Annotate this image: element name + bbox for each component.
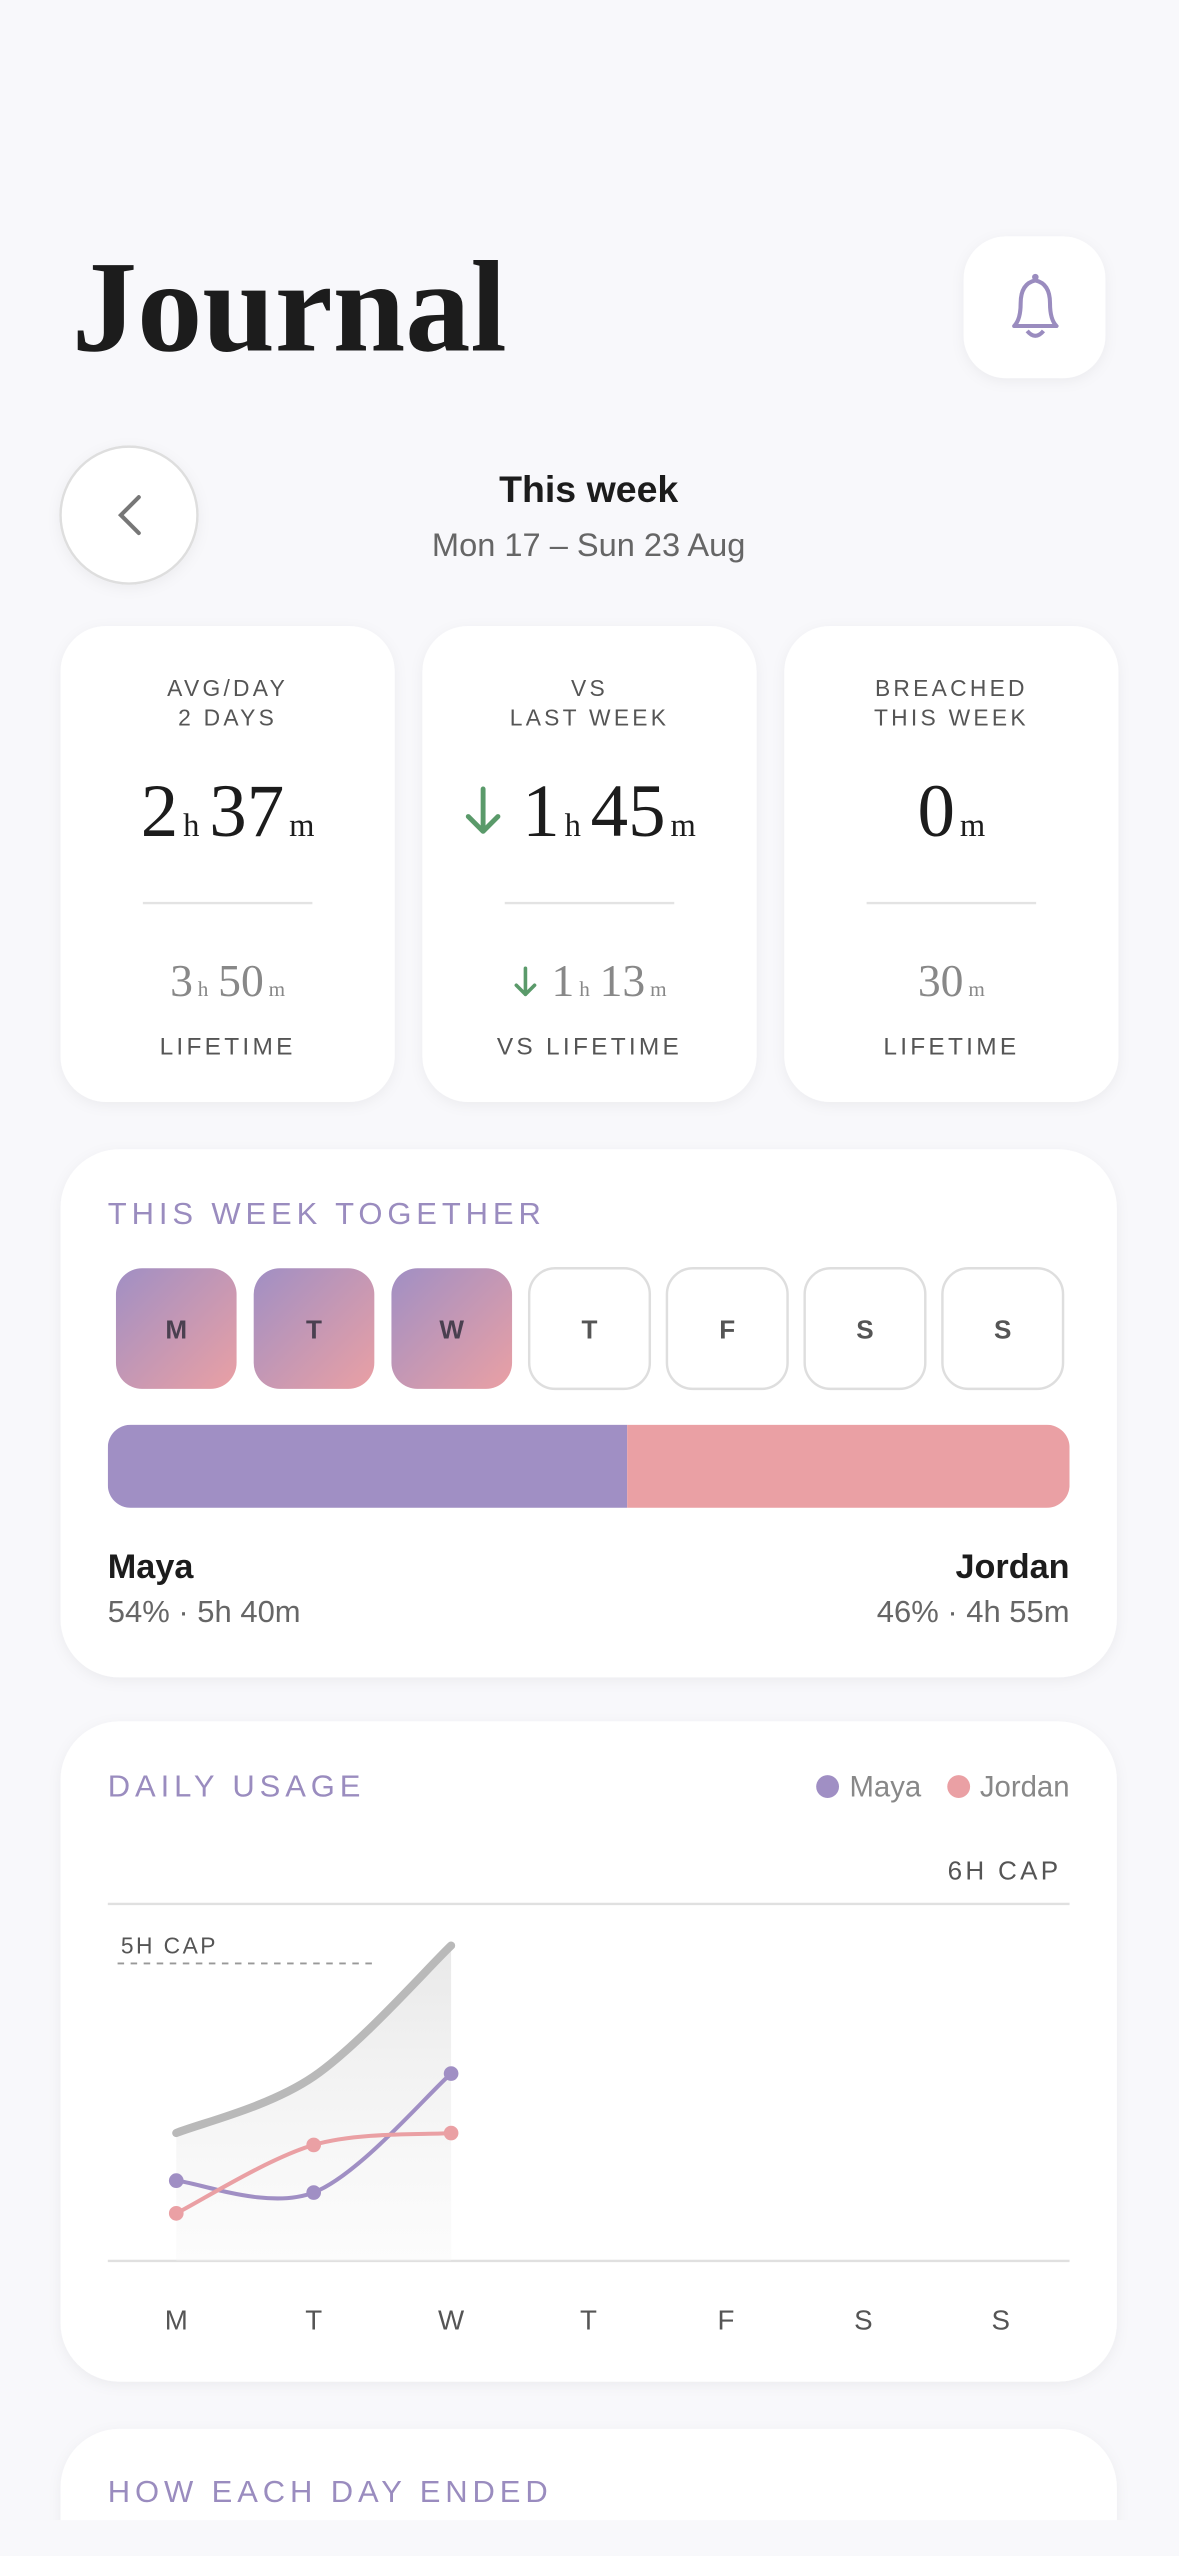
stat-main-number: 45 xyxy=(591,770,666,853)
legend-label: Jordan xyxy=(980,1770,1070,1803)
point xyxy=(306,2137,322,2153)
point xyxy=(443,2066,459,2081)
legend-dot xyxy=(947,1775,971,1799)
person-name: Jordan xyxy=(955,1548,1069,1586)
stat-sub-unit: m xyxy=(650,977,667,1001)
notification-button[interactable] xyxy=(963,236,1106,379)
day-empty xyxy=(527,1266,652,1391)
stat-sub: 3 h 50 m xyxy=(170,955,286,1006)
point xyxy=(443,2125,459,2141)
stat-footer: VS LIFETIME xyxy=(497,1034,682,1061)
stat-sub-number: 1 xyxy=(552,955,575,1006)
stat-card xyxy=(60,625,395,1102)
stat-sub-unit: h xyxy=(579,977,590,1001)
day-label: F xyxy=(719,1314,735,1344)
x-tick-label: T xyxy=(580,2304,597,2335)
area xyxy=(176,1945,452,2261)
stat-label: THIS WEEK xyxy=(874,704,1029,730)
stat-sub-unit: m xyxy=(968,977,985,1001)
x-tick-label: F xyxy=(717,2304,734,2335)
person-detail: 46% · 4h 55m xyxy=(877,1594,1070,1629)
stat-main-unit: m xyxy=(671,808,696,844)
stat-sub: 1 h 13 m xyxy=(552,955,668,1006)
day-filled xyxy=(253,1268,375,1389)
day-label: T xyxy=(582,1314,598,1344)
stat-main-number: 1 xyxy=(522,770,559,853)
x-tick-label: W xyxy=(438,2304,465,2335)
page-title: Journal xyxy=(72,235,507,379)
stat-card xyxy=(422,625,757,1102)
day-filled xyxy=(115,1268,237,1389)
x-tick-label: S xyxy=(992,2304,1010,2335)
stat-sub-number: 13 xyxy=(600,955,646,1006)
day-label: S xyxy=(994,1314,1011,1344)
stat-main-number: 2 xyxy=(141,770,178,853)
week-title: This week xyxy=(499,468,678,510)
stat-label: VS xyxy=(571,675,608,701)
stat-sub-number: 3 xyxy=(170,955,193,1006)
day-label: T xyxy=(306,1314,322,1344)
stat-label: LAST WEEK xyxy=(510,704,669,730)
stat-main-unit: m xyxy=(289,808,314,844)
bottom-fade xyxy=(0,2520,1179,2556)
person-detail: 54% · 5h 40m xyxy=(108,1594,301,1629)
share-bar xyxy=(107,1424,628,1508)
stat-sub-number: 30 xyxy=(918,955,964,1006)
reference-label: 6H CAP xyxy=(948,1856,1062,1886)
legend-label: Maya xyxy=(849,1770,921,1803)
stat-label: BREACHED xyxy=(875,675,1028,701)
stat-footer: LIFETIME xyxy=(883,1034,1019,1061)
share-bar xyxy=(627,1424,1070,1508)
trend-arrow xyxy=(514,966,537,997)
stat-main-number: 37 xyxy=(209,770,284,853)
stat-label: 2 DAYS xyxy=(178,704,277,730)
week-range: Mon 17 – Sun 23 Aug xyxy=(432,526,746,563)
day-empty xyxy=(941,1266,1065,1391)
point xyxy=(168,2173,184,2188)
day-label: S xyxy=(856,1314,873,1344)
point xyxy=(306,2185,322,2200)
day-filled xyxy=(391,1268,513,1389)
day-label: M xyxy=(165,1314,187,1344)
point xyxy=(168,2206,184,2221)
back-button[interactable] xyxy=(59,445,199,585)
trend-arrow xyxy=(465,786,501,834)
stat-sub-unit: m xyxy=(269,977,286,1001)
stat-main-unit: h xyxy=(183,808,199,844)
series-line xyxy=(172,1941,456,2138)
stat-main: 1 h 45 m xyxy=(522,770,696,853)
reference-label: 5H CAP xyxy=(121,1933,218,1959)
section-title: HOW EACH DAY ENDED xyxy=(108,2474,553,2509)
stat-sub: 30 m xyxy=(918,955,986,1006)
day-empty xyxy=(803,1266,927,1391)
x-tick-label: M xyxy=(165,2304,188,2335)
chart-card xyxy=(60,1721,1117,2382)
day-label: W xyxy=(439,1314,464,1344)
x-tick-label: S xyxy=(854,2304,872,2335)
x-tick-label: T xyxy=(305,2304,322,2335)
stat-main-unit: h xyxy=(565,808,581,844)
stat-main: 2 h 37 m xyxy=(141,770,315,853)
day-empty xyxy=(665,1266,789,1391)
person-name: Maya xyxy=(108,1548,195,1586)
stat-sub-unit: h xyxy=(198,977,209,1001)
stat-main-unit: m xyxy=(960,808,985,844)
section-title: THIS WEEK TOGETHER xyxy=(108,1196,546,1231)
legend-dot xyxy=(816,1775,840,1799)
stat-card xyxy=(784,625,1119,1102)
stat-label: AVG/DAY xyxy=(167,675,288,701)
stat-sub-number: 50 xyxy=(218,955,264,1006)
chart-title: DAILY USAGE xyxy=(108,1768,365,1803)
stat-footer: LIFETIME xyxy=(160,1034,296,1061)
stat-main-number: 0 xyxy=(918,770,955,853)
